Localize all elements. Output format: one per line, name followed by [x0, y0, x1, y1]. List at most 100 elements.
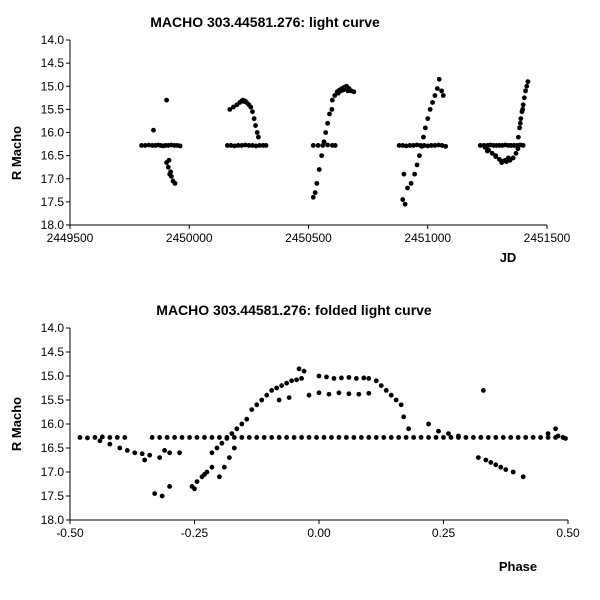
data-point [279, 383, 285, 388]
data-point [436, 428, 441, 434]
data-point [448, 435, 454, 440]
data-point [239, 143, 245, 148]
data-point [422, 125, 428, 131]
data-point [187, 435, 192, 440]
data-point [99, 434, 105, 440]
data-point [306, 435, 312, 440]
data-point [521, 95, 527, 101]
data-point [545, 431, 551, 436]
data-point [209, 464, 215, 470]
data-point [443, 143, 449, 149]
plot-axes [66, 39, 548, 229]
y-axis-label: R Macho [9, 397, 24, 451]
data-point [428, 143, 434, 148]
data-point [523, 88, 528, 94]
data-point [381, 435, 387, 440]
data-point [316, 373, 322, 379]
data-point [291, 435, 297, 440]
data-point [482, 144, 488, 150]
data-point [244, 416, 250, 422]
data-point [301, 368, 307, 374]
data-point [251, 116, 257, 122]
data-point [441, 435, 446, 440]
data-points [77, 366, 568, 499]
data-point [339, 375, 344, 381]
data-point [325, 120, 330, 126]
data-point [324, 374, 329, 380]
data-point [477, 143, 483, 148]
data-point [475, 455, 481, 460]
data-point [157, 455, 163, 460]
data-point [172, 435, 177, 440]
data-point [414, 162, 420, 168]
data-point [406, 426, 412, 432]
data-point [253, 123, 258, 128]
data-point [493, 435, 499, 440]
y-tick-label: 17.0 [41, 465, 65, 479]
data-point [92, 435, 98, 440]
data-point [419, 143, 425, 149]
data-point [167, 450, 173, 456]
y-tick-label: 15.0 [41, 79, 65, 93]
data-point [483, 457, 489, 463]
y-tick-labels: 14.0 14.5 15.0 15.5 16.0 16.5 17.0 17.5 18.0 [41, 321, 65, 527]
data-point [523, 435, 529, 440]
data-point [515, 435, 521, 440]
data-point [276, 435, 282, 440]
data-point [289, 378, 295, 384]
data-point [214, 445, 220, 451]
data-point [332, 93, 338, 98]
data-point [427, 106, 433, 112]
data-point [221, 464, 227, 470]
data-point [97, 438, 103, 444]
data-point [314, 180, 320, 186]
data-point [166, 157, 172, 163]
data-point [434, 86, 440, 91]
data-point [299, 376, 304, 381]
data-point [411, 143, 416, 148]
data-point [310, 194, 316, 200]
y-axis-label: R Macho [9, 126, 24, 180]
y-tick-label: 18.0 [41, 513, 65, 527]
data-point [228, 143, 234, 148]
data-point [77, 435, 83, 440]
data-point [315, 143, 321, 148]
x-tick-label: 2450000 [166, 231, 213, 245]
data-point [235, 143, 241, 148]
data-point [320, 143, 326, 148]
data-point [164, 435, 170, 440]
data-point [276, 397, 282, 403]
data-point [323, 130, 329, 135]
data-point [246, 143, 252, 148]
data-point [430, 100, 435, 105]
data-point [329, 97, 335, 103]
data-point [517, 120, 523, 126]
data-point [142, 457, 148, 463]
data-point [478, 435, 484, 440]
data-point [299, 435, 304, 440]
y-tick-label: 14.0 [41, 33, 65, 47]
data-point [383, 388, 389, 393]
data-point [361, 375, 367, 381]
data-point [159, 493, 165, 499]
data-point [327, 111, 332, 117]
data-point [545, 435, 551, 440]
data-point [505, 155, 511, 161]
y-tick-label: 16.0 [41, 417, 65, 431]
data-point [358, 435, 364, 440]
data-point [168, 174, 174, 179]
data-point [172, 180, 178, 186]
data-point [518, 116, 524, 122]
x-tick-labels: -0.50 -0.25 0.00 0.25 0.50 [56, 526, 580, 540]
data-point [432, 93, 438, 98]
data-point [165, 164, 171, 170]
data-point [284, 435, 290, 440]
data-point [217, 435, 222, 440]
data-point [373, 378, 379, 384]
data-point [343, 435, 349, 440]
data-point [515, 146, 521, 152]
data-point [373, 435, 379, 440]
data-point [503, 467, 509, 472]
data-point [331, 376, 337, 381]
data-point [107, 435, 113, 440]
